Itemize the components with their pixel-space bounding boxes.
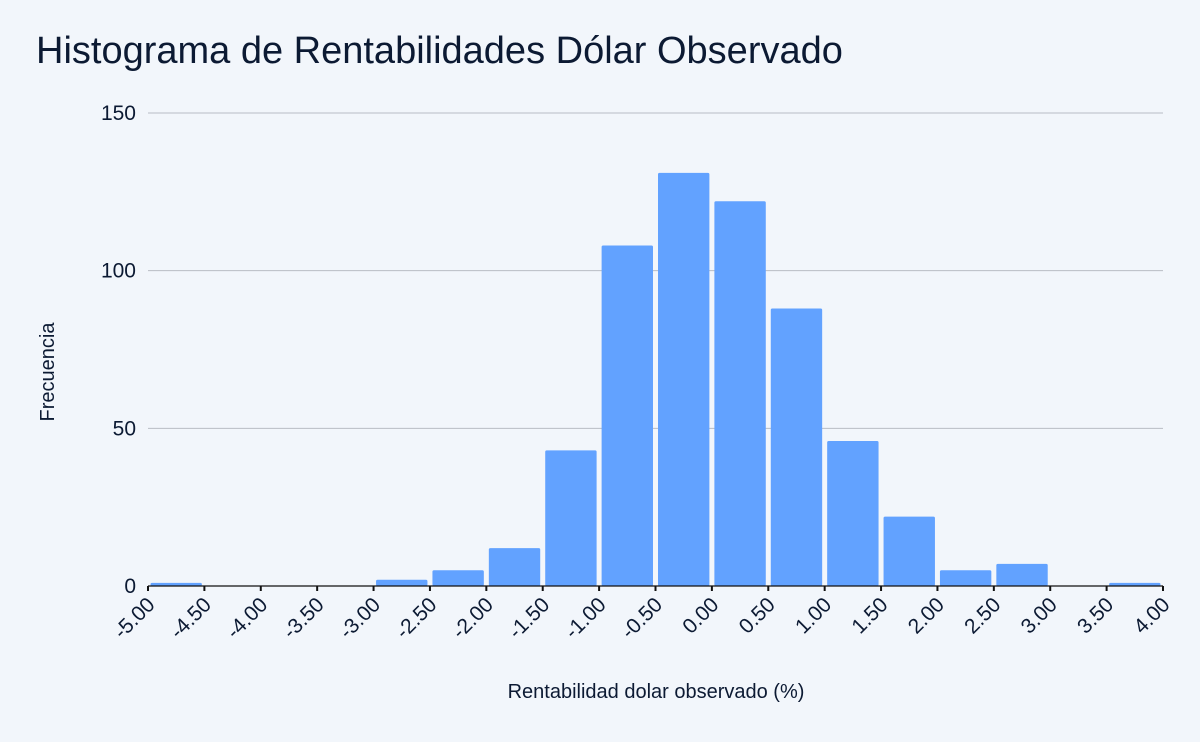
histogram-bars bbox=[150, 172, 1161, 586]
histogram-bar bbox=[939, 570, 992, 586]
x-tick-label: 2.50 bbox=[960, 593, 1005, 638]
histogram-bar bbox=[883, 516, 935, 586]
y-tick-label: 100 bbox=[101, 260, 136, 283]
y-axis-ticks: 0 50 100 150 bbox=[101, 102, 136, 598]
histogram-bar bbox=[996, 563, 1048, 586]
histogram-bar bbox=[432, 570, 484, 586]
gridlines bbox=[148, 112, 1163, 429]
y-axis-title: Frecuencia bbox=[37, 322, 59, 422]
x-axis-ticks: -5.00 -4.50 -4.00 -3.50 -3.00 -2.50 -2.00 -1.50… bbox=[109, 593, 1174, 643]
x-tick-label: 0.00 bbox=[678, 593, 723, 638]
x-tick-label: 0.50 bbox=[735, 593, 780, 638]
histogram-bar bbox=[376, 579, 428, 586]
histogram-bar bbox=[150, 582, 202, 586]
x-tick-label: -3.00 bbox=[335, 593, 385, 643]
x-tick-label: -4.50 bbox=[166, 593, 216, 643]
histogram-bar bbox=[827, 440, 879, 586]
x-tick-label: 3.50 bbox=[1073, 593, 1118, 638]
x-tick-label: -2.50 bbox=[391, 593, 441, 643]
x-axis-title: Rentabilidad dolar observado (%) bbox=[508, 681, 805, 703]
x-tick-label: -0.50 bbox=[617, 593, 667, 643]
x-tick-label: 1.00 bbox=[791, 593, 836, 638]
x-tick-label: -1.50 bbox=[504, 593, 554, 643]
histogram-bar bbox=[658, 172, 710, 586]
y-tick-label: 150 bbox=[101, 102, 136, 125]
histogram-bar bbox=[488, 548, 541, 586]
y-tick-label: 50 bbox=[113, 417, 136, 440]
histogram-bar bbox=[601, 245, 653, 586]
histogram-bar bbox=[770, 308, 823, 586]
histogram-bar bbox=[545, 450, 597, 586]
chart-title: Histograma de Rentabilidades Dólar Obser… bbox=[36, 30, 843, 72]
x-tick-label: -2.00 bbox=[448, 593, 498, 643]
x-tick-label: 2.00 bbox=[904, 593, 949, 638]
histogram-bar bbox=[714, 201, 766, 586]
x-tick-label: -1.00 bbox=[561, 593, 611, 643]
x-tick-label: 4.00 bbox=[1129, 593, 1174, 638]
x-tick-label: -3.50 bbox=[279, 593, 329, 643]
x-tick-label: 3.00 bbox=[1017, 593, 1062, 638]
x-axis bbox=[147, 585, 1164, 591]
x-tick-label: -4.00 bbox=[222, 593, 272, 643]
x-tick-label: 1.50 bbox=[847, 593, 892, 638]
y-tick-label: 0 bbox=[124, 575, 136, 598]
x-tick-label: -5.00 bbox=[109, 593, 159, 643]
histogram-bar bbox=[1109, 582, 1161, 586]
